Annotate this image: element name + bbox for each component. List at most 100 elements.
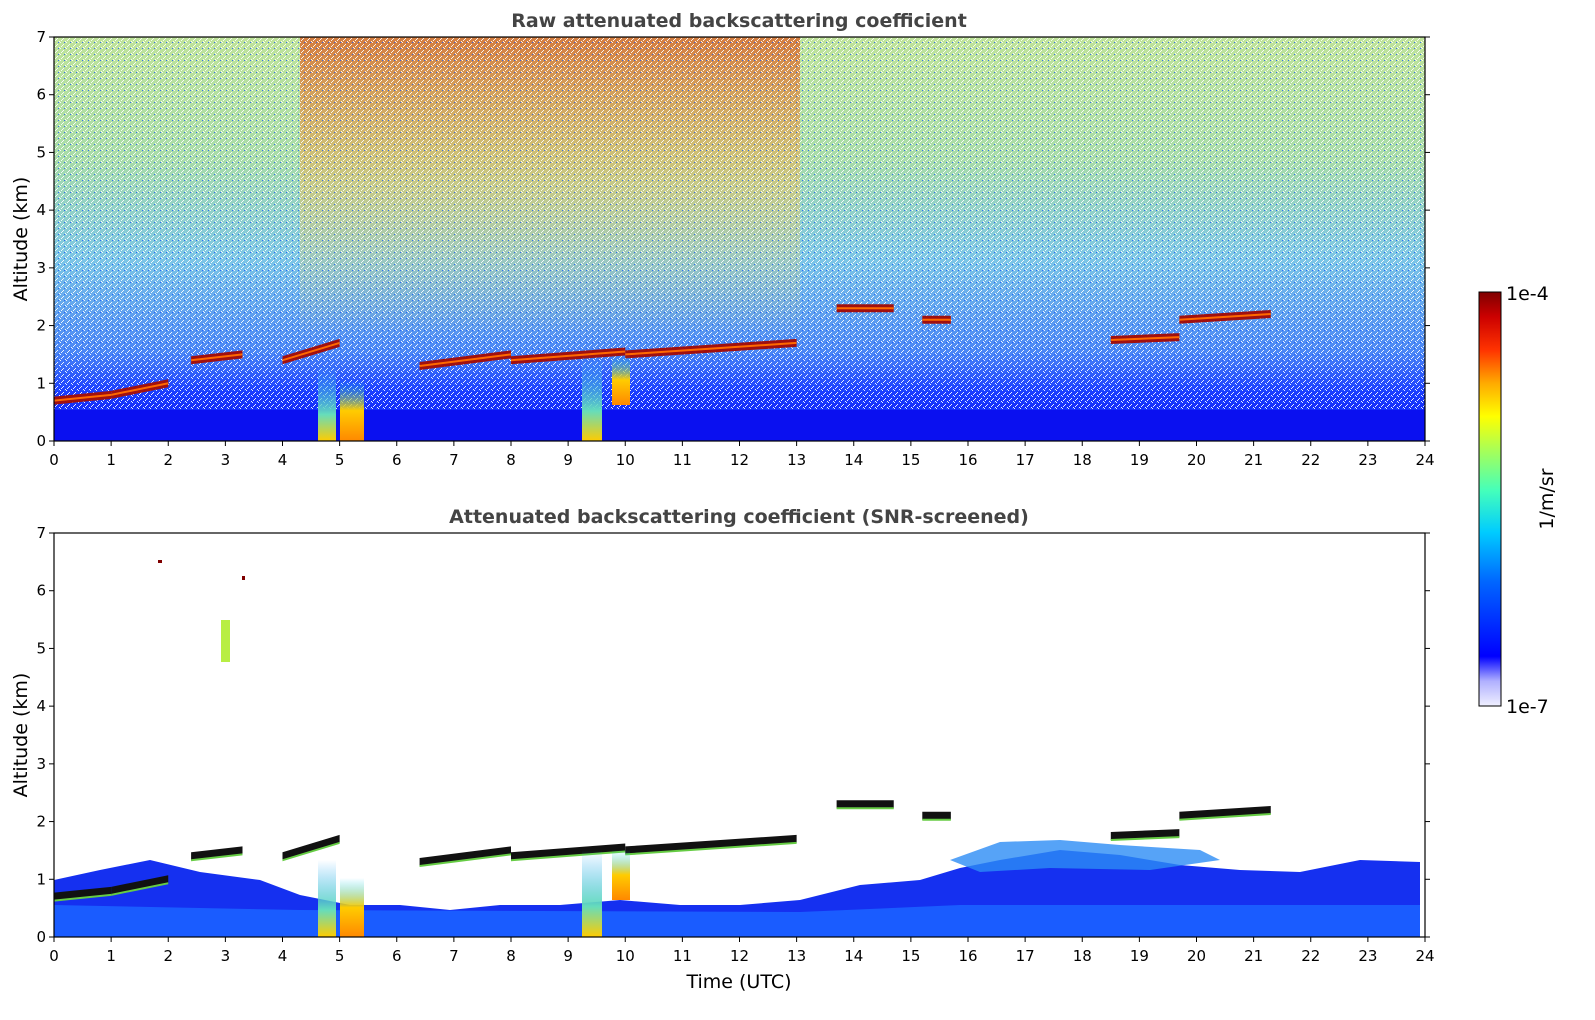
cloud-layer-edge (282, 841, 340, 862)
cloud-layer-edge (1110, 836, 1180, 841)
x-tick-label: 1 (106, 451, 116, 469)
y-tick-label: 5 (36, 143, 46, 161)
cloud-layer (419, 846, 511, 866)
cloud-layer (511, 843, 626, 861)
x-tick-label: 18 (1073, 947, 1092, 965)
screened-xlabel: Time (UTC) (685, 971, 791, 993)
screened-ylabel: Altitude (km) (10, 673, 32, 798)
cloud-layer-core (922, 318, 951, 321)
screened-speck-2 (242, 576, 245, 580)
cloud-layer-edge (836, 807, 894, 810)
screened-speck-1 (158, 560, 162, 563)
y-tick-label: 3 (36, 259, 46, 277)
x-tick-label: 18 (1073, 451, 1092, 469)
x-tick-label: 4 (278, 451, 288, 469)
x-tick-label: 0 (49, 451, 59, 469)
cloud-layer-core (111, 382, 169, 396)
cloud-layer-core (1179, 313, 1271, 321)
y-tick-label: 2 (36, 813, 46, 831)
x-tick-label: 5 (335, 947, 345, 965)
raw-plume-2 (340, 380, 364, 441)
screened-plume-2 (340, 878, 364, 937)
cloud-layer-core (191, 353, 243, 362)
cloud-layer-core (836, 307, 894, 310)
colorbar-unit-label: 1/m/sr (1536, 468, 1558, 529)
cloud-layer-core (282, 341, 340, 362)
screened-axis-ticks: 0 1 2 3 4 5 6 7 8 9 10 11 12 13 14 15 16 17 18 19 20 21 22 23 24… (36, 524, 1434, 965)
x-tick-label: 12 (730, 947, 749, 965)
x-tick-label: 17 (1016, 451, 1035, 469)
raw-plume-4 (612, 355, 630, 405)
x-tick-label: 10 (616, 947, 635, 965)
x-tick-label: 8 (506, 947, 516, 965)
x-tick-label: 19 (1130, 451, 1149, 469)
x-tick-label: 9 (563, 947, 573, 965)
y-tick-label: 4 (36, 201, 46, 219)
cloud-layer-edge (111, 882, 169, 896)
panel-raw: Raw attenuated backscattering coefficien… (10, 10, 1435, 469)
cloud-layer (54, 886, 112, 901)
x-tick-label: 19 (1130, 947, 1149, 965)
cloud-layer-core (625, 341, 797, 356)
y-tick-label: 7 (36, 28, 46, 46)
colorbar-min-label: 1e-7 (1506, 696, 1549, 718)
x-tick-label: 21 (1244, 947, 1263, 965)
x-tick-label: 20 (1187, 451, 1206, 469)
cloud-layer-edge (191, 853, 243, 862)
raw-boundary-layer (54, 410, 1425, 441)
x-tick-label: 7 (449, 947, 459, 965)
x-tick-label: 16 (958, 451, 977, 469)
raw-plume-1 (318, 365, 336, 441)
x-tick-label: 2 (163, 947, 173, 965)
screened-plume-4 (612, 850, 630, 900)
panel-screened: Attenuated backscattering coefficient (S… (10, 506, 1435, 993)
x-tick-label: 3 (221, 947, 231, 965)
x-tick-label: 11 (673, 451, 692, 469)
cloud-layer-edge (54, 893, 112, 902)
x-tick-label: 1 (106, 947, 116, 965)
x-tick-label: 12 (730, 451, 749, 469)
x-tick-label: 17 (1016, 947, 1035, 965)
y-tick-label: 0 (36, 928, 46, 946)
x-tick-label: 24 (1415, 947, 1434, 965)
screened-plume-3 (582, 850, 602, 937)
cloud-layer-core (511, 350, 626, 362)
x-tick-label: 23 (1358, 451, 1377, 469)
y-tick-label: 0 (36, 432, 46, 450)
x-tick-label: 0 (49, 947, 59, 965)
cloud-layer (282, 834, 340, 861)
x-tick-label: 14 (844, 451, 863, 469)
y-tick-label: 7 (36, 524, 46, 542)
x-tick-label: 15 (901, 947, 920, 965)
y-tick-label: 5 (36, 639, 46, 657)
x-tick-label: 20 (1187, 947, 1206, 965)
x-tick-label: 13 (787, 451, 806, 469)
cloud-layer (111, 875, 169, 895)
panel-screened-title: Attenuated backscattering coefficient (S… (449, 506, 1029, 528)
screened-heatmap (54, 533, 1425, 937)
panel-raw-title: Raw attenuated backscattering coefficien… (511, 10, 967, 32)
cloud-layer (625, 834, 797, 855)
cloud-layer-edge (1179, 813, 1271, 821)
x-tick-label: 14 (844, 947, 863, 965)
x-tick-label: 6 (392, 947, 402, 965)
x-tick-label: 2 (163, 451, 173, 469)
y-tick-label: 4 (36, 697, 46, 715)
screened-lower-layer (54, 905, 1420, 937)
x-tick-label: 5 (335, 451, 345, 469)
cloud-layer (836, 800, 894, 809)
screened-high-patch (221, 620, 230, 662)
cloud-layer-core (419, 353, 511, 367)
x-tick-label: 3 (221, 451, 231, 469)
colorbar: 1e-4 1e-7 1/m/sr (1478, 283, 1558, 718)
colorbar-gradient (1478, 291, 1502, 707)
y-tick-label: 1 (36, 870, 46, 888)
cloud-layer (191, 846, 243, 861)
raw-axis-ticks: 0 1 2 3 4 5 6 7 8 9 10 11 12 13 14 15 16 17 18 19 20 21 22 23 24… (36, 28, 1434, 469)
x-tick-label: 8 (506, 451, 516, 469)
y-tick-label: 1 (36, 374, 46, 392)
y-tick-label: 6 (36, 86, 46, 104)
x-tick-label: 16 (958, 947, 977, 965)
raw-cloud-layers (54, 304, 1271, 405)
